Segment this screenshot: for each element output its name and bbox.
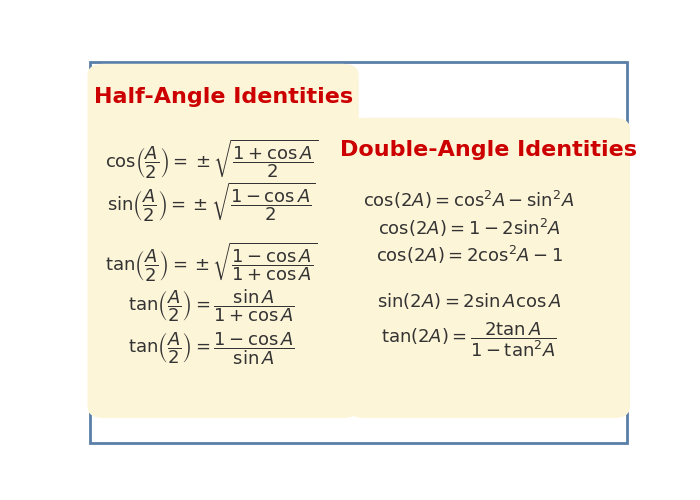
- Text: $\tan\!\left(\dfrac{A}{2}\right) = \pm\sqrt{\dfrac{1-\cos A}{1+\cos A}}$: $\tan\!\left(\dfrac{A}{2}\right) = \pm\s…: [105, 241, 318, 284]
- Text: $\sin\!\left(\dfrac{A}{2}\right) = \pm\sqrt{\dfrac{1-\cos A}{2}}$: $\sin\!\left(\dfrac{A}{2}\right) = \pm\s…: [107, 182, 316, 224]
- Text: Half-Angle Identities: Half-Angle Identities: [94, 86, 353, 106]
- Text: Double-Angle Identities: Double-Angle Identities: [340, 140, 638, 160]
- Text: $\cos(2A) = \cos^2\!A - \sin^2\!A$: $\cos(2A) = \cos^2\!A - \sin^2\!A$: [363, 189, 575, 211]
- Text: $\cos(2A) = 2\cos^2\!A - 1$: $\cos(2A) = 2\cos^2\!A - 1$: [376, 244, 562, 266]
- Text: $\tan\!\left(\dfrac{A}{2}\right) = \dfrac{1-\cos A}{\sin A}$: $\tan\!\left(\dfrac{A}{2}\right) = \dfra…: [128, 330, 295, 367]
- Text: $\sin(2A) = 2\sin A\cos A$: $\sin(2A) = 2\sin A\cos A$: [377, 291, 561, 311]
- FancyBboxPatch shape: [90, 62, 627, 443]
- Text: $\tan(2A) = \dfrac{2\tan A}{1-\tan^2\!A}$: $\tan(2A) = \dfrac{2\tan A}{1-\tan^2\!A}…: [382, 320, 556, 360]
- Text: $\tan\!\left(\dfrac{A}{2}\right) = \dfrac{\sin A}{1+\cos A}$: $\tan\!\left(\dfrac{A}{2}\right) = \dfra…: [128, 287, 295, 324]
- FancyBboxPatch shape: [348, 118, 630, 418]
- Text: $\cos\!\left(\dfrac{A}{2}\right) = \pm\sqrt{\dfrac{1+\cos A}{2}}$: $\cos\!\left(\dfrac{A}{2}\right) = \pm\s…: [104, 138, 318, 182]
- Text: $\cos(2A) = 1 - 2\sin^2\!A$: $\cos(2A) = 1 - 2\sin^2\!A$: [377, 216, 561, 239]
- FancyBboxPatch shape: [88, 64, 358, 418]
